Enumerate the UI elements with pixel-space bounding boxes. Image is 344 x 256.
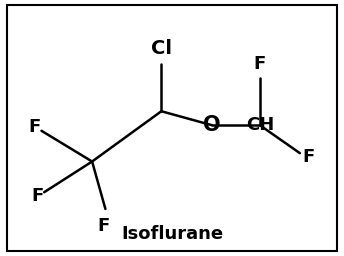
Text: Isoflurane: Isoflurane <box>121 225 223 242</box>
Text: Cl: Cl <box>151 39 172 58</box>
Text: F: F <box>29 118 41 136</box>
Text: F: F <box>254 55 266 73</box>
Text: F: F <box>302 148 315 166</box>
Text: CH: CH <box>246 116 274 134</box>
Text: F: F <box>31 187 43 205</box>
Text: F: F <box>98 217 110 235</box>
Text: O: O <box>203 115 221 135</box>
